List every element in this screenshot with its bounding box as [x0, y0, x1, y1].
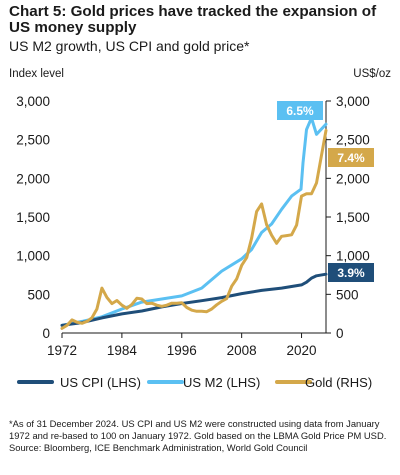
x-tick-label: 1996: [167, 343, 197, 358]
left-tick-label: 2,000: [16, 171, 50, 186]
chart-title: Chart 5: Gold prices have tracked the ex…: [9, 3, 377, 36]
x-tick-label: 2008: [227, 343, 257, 358]
legend: US CPI (LHS) US M2 (LHS) Gold (RHS): [17, 375, 372, 390]
end-value-label: 6.5%: [286, 104, 314, 118]
left-tick-label: 1,000: [16, 249, 50, 264]
right-tick-label: 1,000: [336, 249, 370, 264]
end-value-label: 3.9%: [337, 266, 365, 280]
right-tick-label: 3,000: [336, 94, 370, 109]
source-note: Source: Bloomberg, ICE Benchmark Adminis…: [9, 442, 308, 453]
x-tick-label: 1972: [47, 343, 77, 358]
end-value-label: 7.4%: [337, 151, 365, 165]
right-tick-label: 0: [336, 326, 344, 341]
end-value-label-box: [277, 101, 323, 120]
right-tick-label: 2,000: [336, 171, 370, 186]
x-tick-label: 2020: [287, 343, 317, 358]
right-tick-label: 2,500: [336, 133, 370, 148]
legend-item: US M2 (LHS): [147, 375, 260, 390]
x-tick-label: 1984: [107, 343, 138, 358]
right-tick-label: 1,500: [336, 210, 370, 225]
end-value-label-box: [328, 148, 374, 167]
chart-subtitle: US M2 growth, US CPI and gold price*: [9, 38, 250, 54]
right-axis-label: US$/oz: [353, 68, 391, 80]
legend-label: US M2 (LHS): [183, 375, 260, 390]
left-tick-label: 1,500: [16, 210, 50, 225]
gold-line: [60, 128, 328, 330]
left-tick-label: 3,000: [16, 94, 50, 109]
footnotes: *As of 31 December 2024. US CPI and US M…: [9, 418, 393, 454]
legend-label: US CPI (LHS): [60, 375, 141, 390]
legend-label: Gold (RHS): [305, 375, 372, 390]
left-tick-label: 2,500: [16, 133, 50, 148]
end-value-label-box: [328, 263, 374, 282]
left-tick-label: 500: [27, 287, 50, 302]
legend-item: Gold (RHS): [275, 375, 372, 390]
legend-item: US CPI (LHS): [17, 375, 141, 390]
left-axis-label: Index level: [9, 68, 64, 80]
left-tick-label: 0: [42, 326, 50, 341]
us-cpi-line: [60, 272, 328, 327]
right-tick-label: 500: [336, 287, 359, 302]
footnote: *As of 31 December 2024. US CPI and US M…: [9, 418, 387, 441]
gold-m2-cpi-line-chart: Index level US$/oz 0 500 1,000 1,500 2,000 2,…: [9, 68, 391, 390]
